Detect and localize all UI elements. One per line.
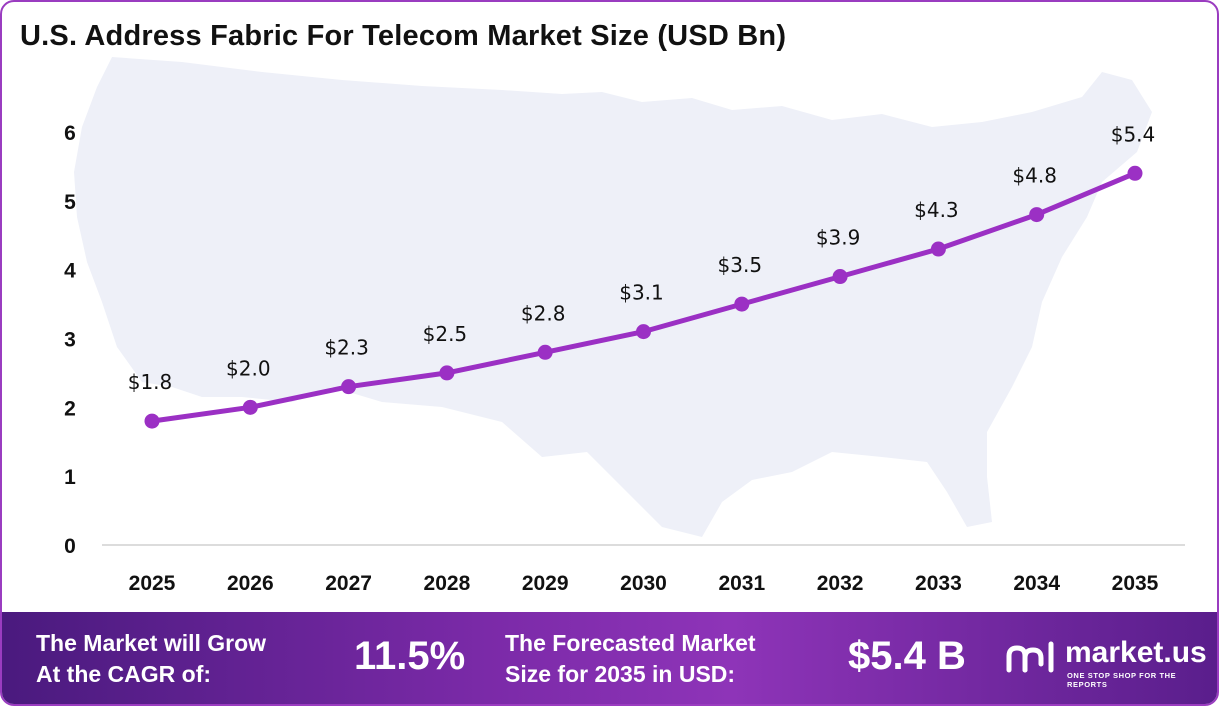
data-point	[341, 379, 357, 395]
x-tick-label: 2033	[915, 572, 962, 595]
data-labels: $1.8 $2.0 $2.3 $2.5 $2.8 $3.1 $3.5 $3.9 $4.3 $4.8…	[128, 122, 1156, 394]
data-point	[144, 413, 160, 429]
y-tick-label: 1	[64, 466, 76, 489]
data-label: $5.4	[1111, 122, 1156, 146]
us-map-silhouette	[74, 57, 1152, 537]
data-label: $2.8	[521, 301, 566, 325]
data-label: $2.5	[423, 322, 468, 346]
y-tick-label: 3	[64, 329, 76, 352]
x-tick-label: 2026	[227, 572, 274, 595]
logo-tagline: ONE STOP SHOP FOR THE REPORTS	[1067, 671, 1177, 689]
data-point	[636, 324, 651, 340]
forecast-label-line1: The Forecasted Market	[505, 630, 756, 656]
y-tick-label: 0	[64, 535, 76, 558]
data-point	[1127, 165, 1143, 181]
y-tick-label: 6	[64, 122, 76, 145]
footer-banner: The Market will Grow At the CAGR of: 11.…	[2, 612, 1217, 704]
data-label: $3.9	[816, 226, 861, 250]
market-us-logo: market.us ONE STOP SHOP FOR THE REPORTS	[1005, 636, 1215, 689]
y-tick-label: 5	[64, 191, 76, 214]
cagr-label: The Market will Grow At the CAGR of:	[36, 628, 266, 690]
data-label: $3.1	[619, 281, 664, 305]
data-point	[537, 344, 553, 360]
cagr-label-line2: At the CAGR of:	[36, 661, 212, 687]
cagr-value: 11.5%	[354, 634, 466, 678]
chart-title: U.S. Address Fabric For Telecom Market S…	[20, 20, 787, 52]
forecast-label-line2: Size for 2035 in USD:	[505, 661, 736, 687]
x-tick-label: 2035	[1112, 572, 1159, 595]
data-label: $2.3	[324, 336, 369, 360]
data-point	[242, 399, 258, 415]
data-point	[439, 365, 455, 381]
data-points	[144, 165, 1143, 429]
data-point	[734, 296, 750, 312]
x-tick-label: 2028	[424, 572, 471, 595]
forecast-label: The Forecasted Market Size for 2035 in U…	[505, 628, 756, 690]
y-tick-label: 4	[64, 260, 76, 283]
x-tick-label: 2025	[129, 572, 176, 595]
logo-name: market.us	[1065, 636, 1207, 669]
x-tick-label: 2034	[1013, 572, 1060, 595]
forecast-value: $5.4 B	[848, 634, 966, 678]
data-label: $4.8	[1012, 164, 1057, 188]
data-label: $4.3	[914, 198, 959, 222]
logo-mark-icon	[1006, 641, 1054, 673]
cagr-label-line1: The Market will Grow	[36, 630, 267, 656]
data-label: $1.8	[128, 370, 173, 394]
x-tick-label: 2027	[325, 572, 372, 595]
data-label: $2.0	[226, 356, 271, 380]
x-tick-label: 2031	[718, 572, 765, 595]
data-point	[1029, 207, 1045, 223]
x-tick-label: 2032	[817, 572, 864, 595]
y-tick-label: 2	[64, 397, 76, 420]
data-point	[930, 241, 946, 257]
x-tick-label: 2029	[522, 572, 569, 595]
data-point	[832, 269, 848, 285]
y-axis: 0 1 2 3 4 5 6	[64, 122, 76, 558]
line-chart: 0 1 2 3 4 5 6 2025 2026 2027 2028 2029 2030 2031 2032…	[64, 57, 1185, 595]
x-axis: 2025 2026 2027 2028 2029 2030 2031 2032 2033 2034…	[129, 572, 1159, 595]
data-label: $3.5	[718, 253, 763, 277]
x-tick-label: 2030	[620, 572, 667, 595]
